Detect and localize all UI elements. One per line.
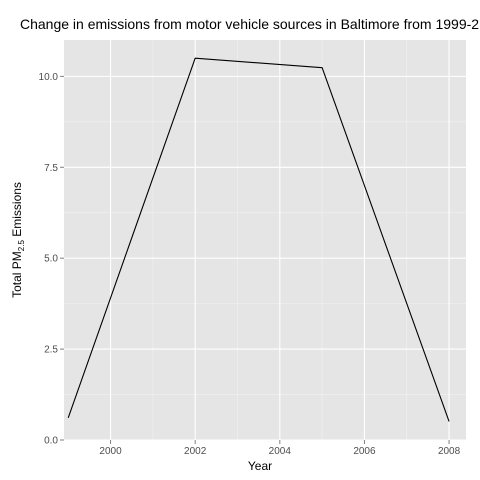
y-axis-title-subscript: 2.5 bbox=[17, 240, 26, 252]
y-axis: 0.0 2.5 5.0 7.5 10.0 bbox=[39, 72, 64, 447]
x-axis: 2000 2002 2004 2006 2008 bbox=[99, 440, 461, 457]
x-tick-label: 2004 bbox=[269, 446, 292, 457]
y-axis-title-prefix: Total PM bbox=[10, 251, 24, 298]
major-gridlines bbox=[64, 40, 466, 441]
x-tick-label: 2002 bbox=[184, 446, 207, 457]
y-axis-title-suffix: Emissions bbox=[10, 182, 24, 240]
y-tick-label: 0.0 bbox=[44, 436, 58, 447]
chart-title: Change in emissions from motor vehicle s… bbox=[20, 16, 479, 32]
y-tick-label: 2.5 bbox=[44, 345, 58, 356]
series-layer bbox=[67, 57, 450, 422]
x-tick-label: 2000 bbox=[99, 446, 122, 457]
plot-panel bbox=[64, 40, 466, 440]
x-tick-label: 2008 bbox=[438, 446, 461, 457]
y-tick-label: 7.5 bbox=[44, 163, 58, 174]
series-line bbox=[67, 57, 450, 422]
y-axis-title: Total PM2.5 Emissions bbox=[10, 182, 26, 298]
x-tick-label: 2006 bbox=[353, 446, 376, 457]
y-tick-label: 5.0 bbox=[44, 254, 58, 265]
minor-gridlines bbox=[64, 40, 466, 440]
y-tick-label: 10.0 bbox=[39, 72, 59, 83]
x-axis-title: Year bbox=[248, 459, 272, 473]
